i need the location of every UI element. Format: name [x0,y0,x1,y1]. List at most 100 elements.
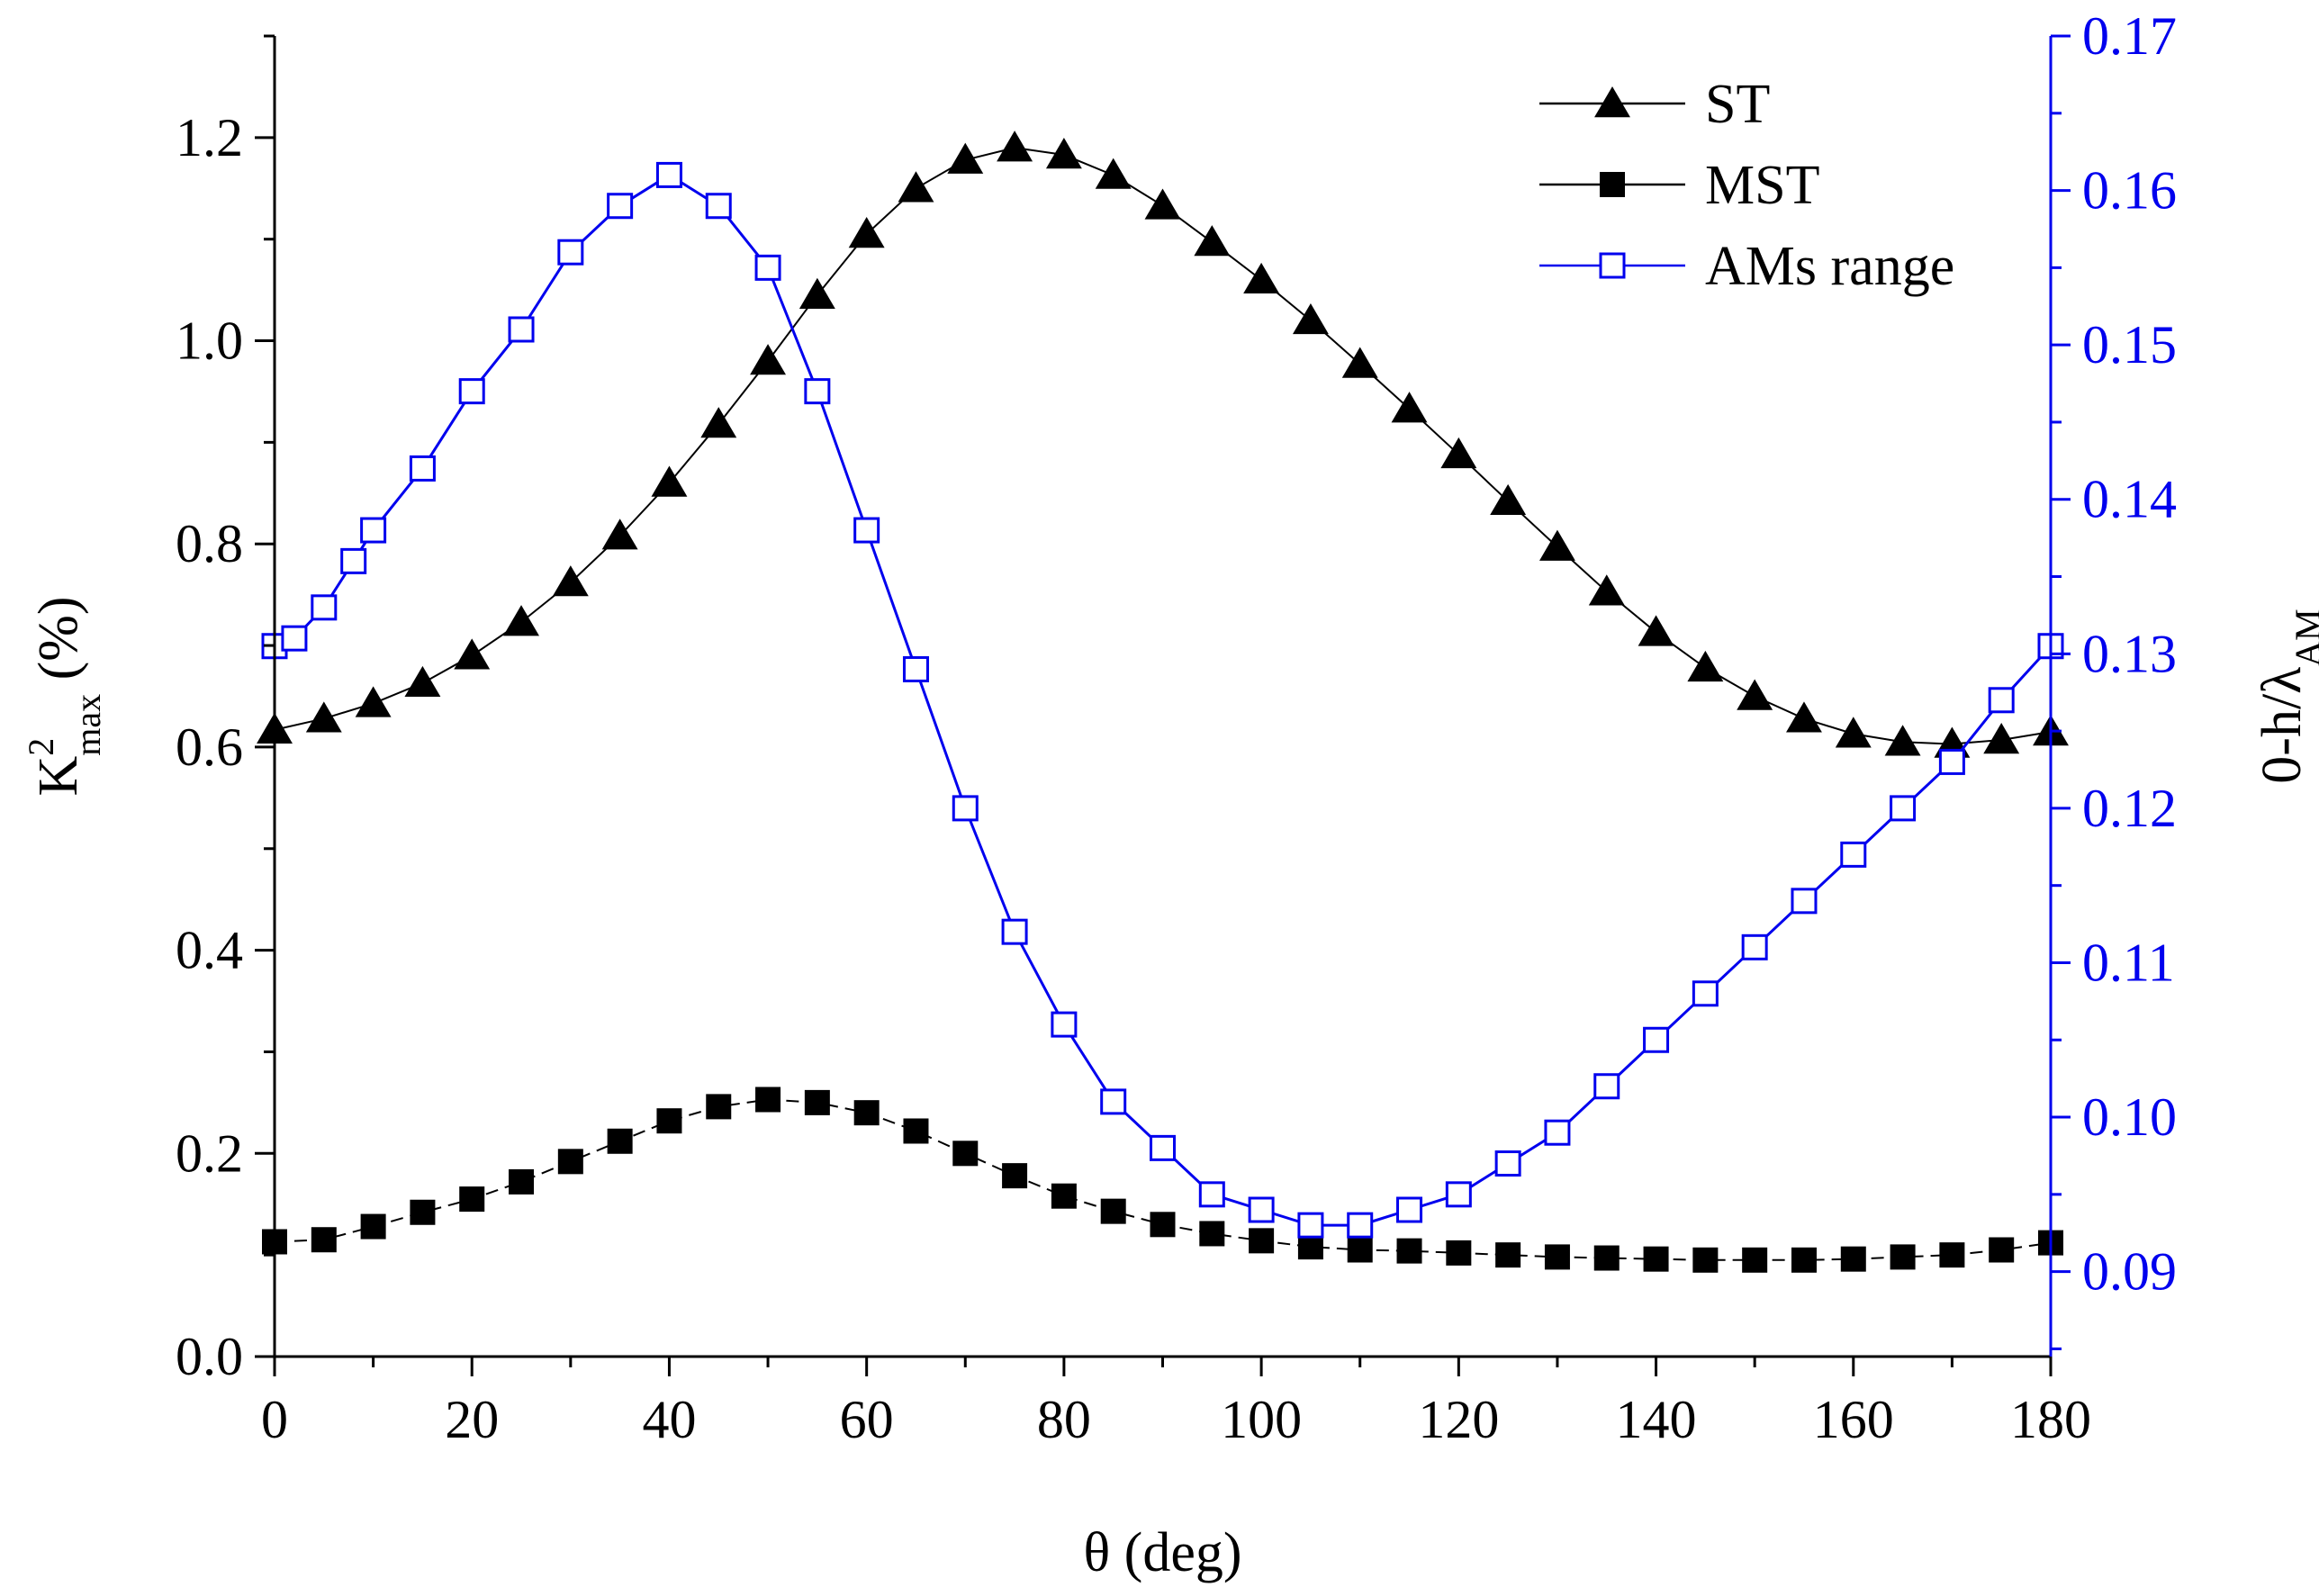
y-axis-title-unit: (%) [28,596,89,693]
data-point [552,565,589,597]
data-point [952,795,979,822]
data-point [1638,615,1674,646]
x-tick-label: 0 [261,1390,288,1449]
data-point [1593,1245,1620,1271]
y-axis-title: K2 max (%) [21,596,108,796]
data-point [1490,483,1527,516]
data-point [656,1108,682,1134]
data-point [404,665,441,698]
data-point [952,1141,979,1167]
x-tick-label: 60 [840,1390,894,1449]
data-point [750,344,787,375]
data-point [607,193,634,220]
y2-axis-title: 0-h/λAM [2251,609,2319,783]
data-point [1692,980,1719,1007]
data-point [1243,262,1280,294]
y-axis-title-sub: max [68,694,108,756]
data-point [1494,1150,1521,1177]
data-point [1249,1228,1275,1254]
data-point [1737,679,1773,710]
x-tick-label: 140 [1616,1390,1697,1449]
data-point [311,1227,337,1253]
y2-tick-label: 0.11 [2082,933,2175,992]
data-point [651,465,688,497]
y2-tick-label: 0.09 [2082,1242,2177,1302]
data-point [458,378,485,405]
data-point [1593,1073,1620,1100]
data-point [1292,302,1329,335]
series-st [257,131,2069,758]
data-point [1297,1212,1324,1239]
legend-label: MST [1705,155,1819,216]
data-point [1643,1246,1669,1272]
data-point [607,1128,633,1154]
y2-tick-label: 0.14 [2082,470,2177,529]
y2-tick-label: 0.12 [2082,779,2177,838]
data-point [1199,1221,1225,1247]
legend-entry: MST [1539,155,1819,216]
data-point [360,1213,386,1240]
data-point [1890,795,1917,822]
data-point [1100,1198,1126,1224]
data-point [1988,687,2015,714]
x-axis-title: θ (deg) [1083,1522,1241,1583]
legend-label: AMs range [1705,236,1954,297]
data-point [1445,1181,1472,1208]
y-tick-label: 0.8 [176,514,243,573]
data-point [804,1089,830,1115]
x-tick-label: 120 [1418,1390,1499,1449]
data-point [503,605,539,636]
data-point [1150,1134,1176,1161]
x-tick-label: 20 [445,1390,499,1449]
legend: ST MST AMs range [1539,74,1954,297]
series-ams-range [261,161,2064,1239]
y2-tick-label: 0.16 [2082,161,2177,221]
data-point [947,142,984,174]
data-point [705,193,732,220]
y-tick-label: 0.2 [176,1123,243,1183]
data-point [1198,1181,1225,1208]
data-point [601,518,638,550]
legend-entry: ST [1539,74,1770,135]
y-tick-label: 1.2 [176,108,243,167]
data-point [1544,1119,1571,1146]
y2-axis-title-sub: AM [2287,609,2319,666]
y2-tick-label: 0.15 [2082,315,2177,374]
data-point [1051,1011,1078,1038]
data-point [557,239,584,266]
data-point [1643,1026,1670,1053]
data-point [459,1186,485,1213]
data-point [1051,1183,1077,1209]
data-point [1983,723,2020,754]
data-point [1538,529,1575,561]
series-layer [257,131,2069,1273]
y-tick-label: 1.0 [176,311,243,371]
data-point [848,217,885,248]
series-line [274,173,2053,1227]
data-point [557,1149,583,1175]
data-point [1297,1234,1323,1260]
legend-marker [1594,86,1630,118]
data-point [409,455,436,482]
data-point [1939,1242,1965,1268]
data-point [281,625,308,652]
data-point [508,316,535,343]
data-point [1347,1212,1374,1239]
data-point [1001,918,1028,945]
data-point [1692,1247,1719,1273]
data-point [1341,347,1378,378]
data-point [1446,1240,1472,1266]
data-point [655,161,682,188]
data-point [1791,1247,1817,1273]
y2-tick-label: 0.13 [2082,624,2177,683]
x-tick-label: 160 [1813,1390,1894,1449]
data-point [1495,1242,1521,1268]
data-point [1884,725,1921,756]
data-point [1544,1244,1570,1270]
data-point [1095,158,1132,189]
data-point [1840,1246,1866,1272]
data-point [1791,888,1818,915]
data-point [355,686,392,717]
data-point [1144,188,1181,220]
